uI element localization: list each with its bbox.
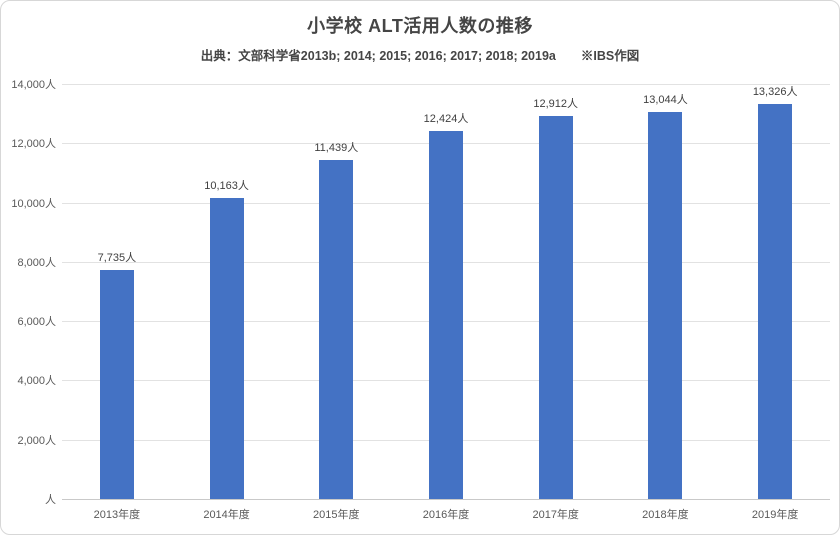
bar — [319, 159, 354, 499]
bar-value-label: 13,044人 — [643, 94, 688, 107]
x-axis-label: 2014年度 — [203, 509, 250, 521]
bar-value-label: 7,735人 — [97, 251, 137, 264]
bar — [99, 269, 134, 499]
bar — [538, 116, 573, 499]
x-axis-label: 2015年度 — [313, 509, 360, 521]
y-axis-tick-label: 8,000人 — [17, 256, 56, 269]
bar — [648, 112, 683, 499]
bar-value-label: 12,424人 — [423, 112, 469, 125]
x-axis-label: 2013年度 — [93, 509, 141, 521]
x-axis-label: 2017年度 — [532, 509, 579, 521]
y-axis-tick-label: 人 — [45, 494, 56, 506]
x-axis-label: 2018年度 — [642, 509, 689, 521]
bar — [758, 103, 793, 499]
chart-title: 小学校 ALT活用人数の推移 — [307, 16, 533, 36]
bar — [429, 130, 463, 499]
y-axis-tick-label: 6,000人 — [17, 316, 56, 329]
y-axis-tick-label: 12,000人 — [11, 138, 56, 151]
x-axis-line — [62, 499, 830, 500]
chart-subtitle: 出典：文部科学省2013b; 2014; 2015; 2016; 2017; 2… — [200, 49, 640, 63]
bar-value-label: 13,326人 — [752, 85, 798, 98]
y-axis-tick-label: 14,000人 — [11, 79, 56, 91]
bar — [209, 197, 244, 499]
y-axis-tick-label: 2,000人 — [17, 434, 56, 447]
bar-value-label: 11,439人 — [314, 141, 359, 154]
gridline — [62, 84, 830, 85]
x-axis-label: 2016年度 — [422, 509, 470, 521]
y-axis-tick-label: 10,000人 — [11, 197, 56, 210]
bar-value-label: 10,163人 — [204, 179, 249, 192]
x-axis-label: 2019年度 — [751, 509, 799, 521]
bar-value-label: 12,912人 — [533, 98, 579, 111]
y-axis-tick-label: 4,000人 — [17, 375, 56, 388]
